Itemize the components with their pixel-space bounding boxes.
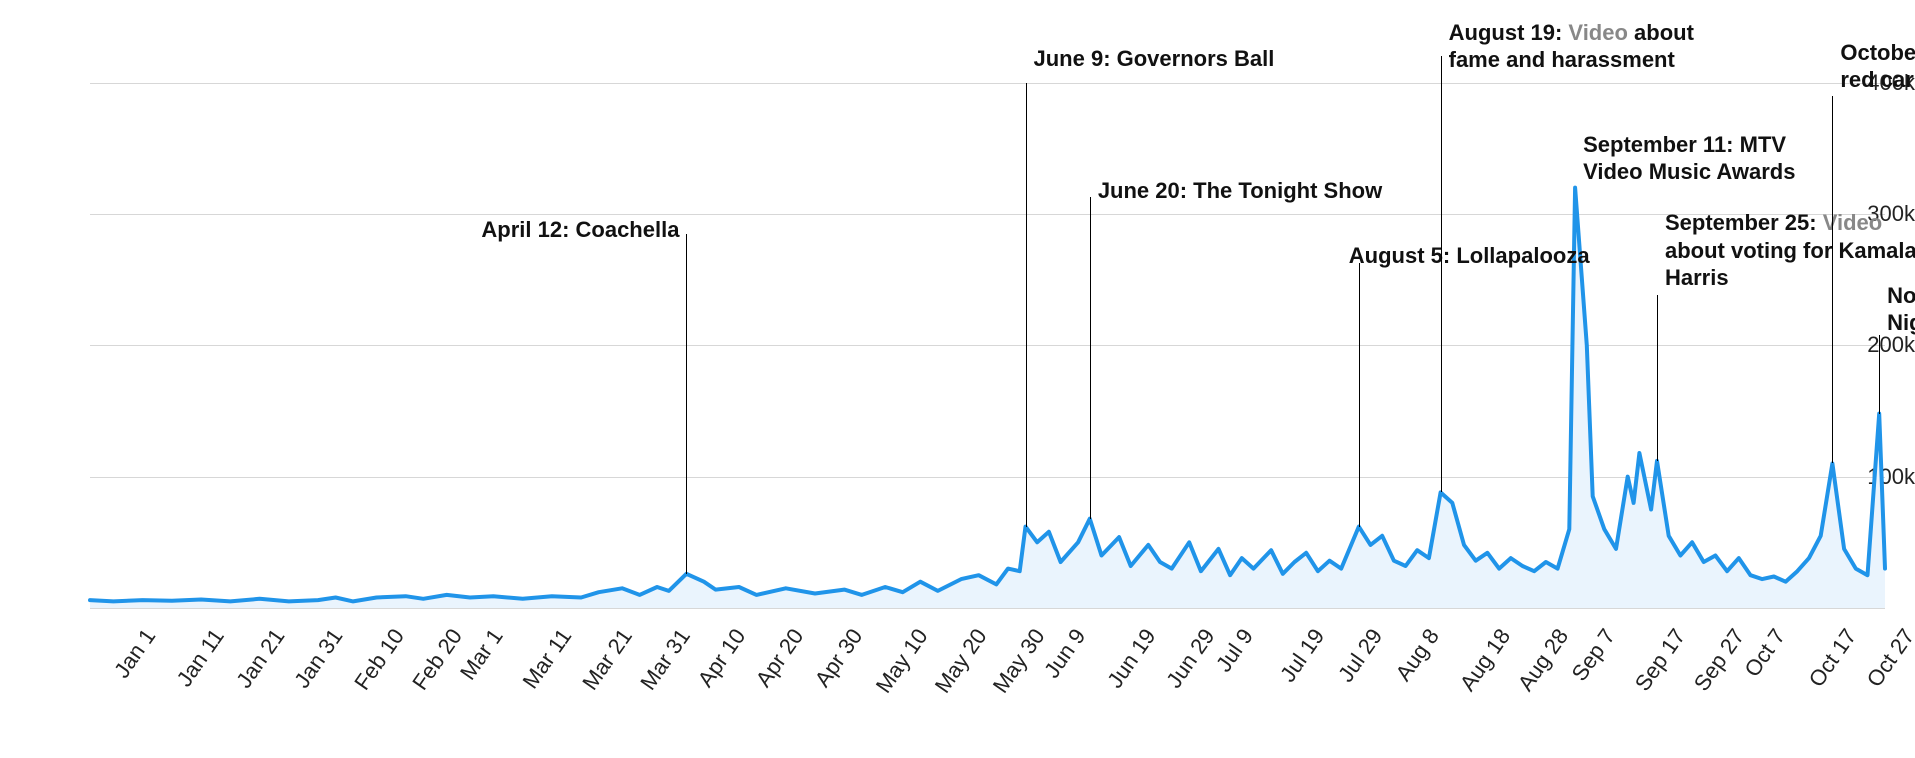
- annotation-label: August 5: Lollapalooza: [1349, 242, 1599, 270]
- annotation-callout-line: [686, 234, 687, 574]
- annotation-label: August 19: Video about fame and harassme…: [1449, 19, 1709, 74]
- annotation-callout-line: [1026, 83, 1027, 527]
- annotation-callout-line: [1879, 335, 1880, 414]
- annotation-label: November 2: Saturday Night Live: [1887, 282, 1915, 337]
- annotation-label: September 25: Video about voting for Kam…: [1665, 209, 1915, 292]
- annotation-label: October 25: GUTS movie red carpet confro…: [1840, 39, 1915, 94]
- annotation-callout-line: [1832, 96, 1833, 464]
- annotation-callout-line: [1657, 295, 1658, 461]
- annotation-label: June 20: The Tonight Show: [1098, 177, 1398, 205]
- annotation-label: June 9: Governors Ball: [1034, 45, 1334, 73]
- timeline-chart: 100k200k300k400kJan 1Jan 11Jan 21Jan 31F…: [0, 0, 1915, 758]
- annotation-callout-line: [1441, 56, 1442, 492]
- series-svg: [0, 0, 1915, 758]
- annotation-label: September 11: MTV Video Music Awards: [1583, 131, 1843, 186]
- annotation-callout-line: [1090, 197, 1091, 519]
- series-line: [90, 188, 1885, 602]
- annotation-callout-line: [1359, 263, 1360, 527]
- annotation-label: April 12: Coachella: [481, 216, 686, 244]
